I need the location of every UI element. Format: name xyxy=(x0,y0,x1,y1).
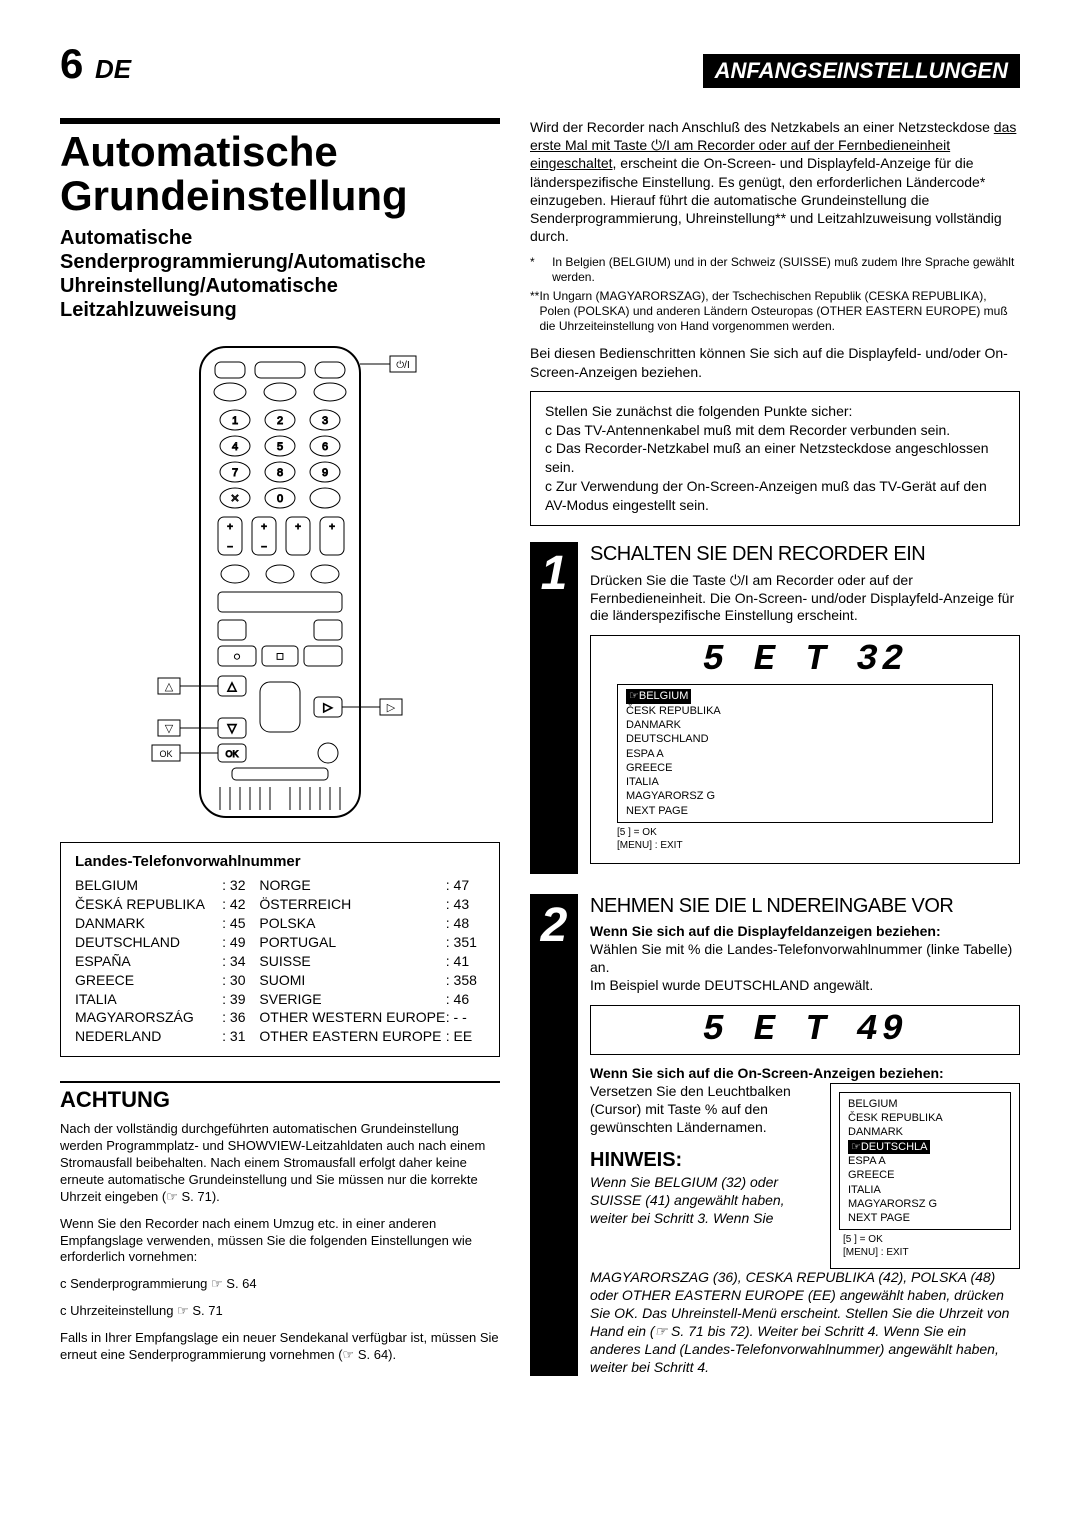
subtitle: Automatische Senderprogrammierung/Automa… xyxy=(60,226,500,322)
achtung-body: Nach der vollständig durchgeführten auto… xyxy=(60,1121,500,1364)
country-code-table: Landes-Telefonvorwahlnummer BELGIUM: 32N… xyxy=(60,842,500,1057)
country-row: BELGIUM: 32NORGE: 47 xyxy=(75,876,485,895)
svg-text:⏻/I: ⏻/I xyxy=(396,360,409,371)
svg-text:1: 1 xyxy=(232,415,238,427)
svg-text:0: 0 xyxy=(277,493,283,505)
country-row: DEUTSCHLAND: 49PORTUGAL: 351 xyxy=(75,933,485,952)
svg-text:−: − xyxy=(261,542,267,553)
step-1: 1 SCHALTEN SIE DEN RECORDER EIN Drücken … xyxy=(530,542,1020,874)
svg-text:7: 7 xyxy=(232,467,238,479)
step-2: 2 NEHMEN SIE DIE L NDEREINGABE VOR Wenn … xyxy=(530,894,1020,1377)
svg-text:●: ● xyxy=(233,649,240,663)
hinweis-heading: HINWEIS: xyxy=(590,1148,820,1174)
svg-text:✕: ✕ xyxy=(230,493,239,505)
svg-text:+: + xyxy=(227,522,233,533)
svg-text:△: △ xyxy=(165,681,174,693)
svg-text:▽: ▽ xyxy=(227,721,237,735)
remote-control-diagram: 1 2 3 4 5 6 7 8 9 ✕ 0 + − + xyxy=(140,342,420,822)
left-column: Automatische Grundeinstellung Automatisc… xyxy=(60,118,500,1396)
svg-text:−: − xyxy=(227,542,233,553)
svg-text:4: 4 xyxy=(232,441,238,453)
step-1-display: 5 E T 32 ☞BELGIUMČESK REPUBLIKADANMARKDE… xyxy=(590,635,1020,863)
footnote-2: **In Ungarn (MAGYARORSZAG), der Tschechi… xyxy=(530,289,1020,334)
svg-text:+: + xyxy=(329,522,335,533)
svg-text:■: ■ xyxy=(276,649,283,663)
country-row: MAGYARORSZÁG: 36OTHER WESTERN EUROPE: - … xyxy=(75,1008,485,1027)
svg-text:+: + xyxy=(261,522,267,533)
section-title: ANFANGSEINSTELLUNGEN xyxy=(703,54,1020,88)
country-row: NEDERLAND: 31OTHER EASTERN EUROPE: EE xyxy=(75,1027,485,1046)
svg-text:2: 2 xyxy=(277,415,283,427)
step-2-number: 2 xyxy=(530,894,578,1377)
svg-text:9: 9 xyxy=(322,467,328,479)
step-2-title: NEHMEN SIE DIE L NDEREINGABE VOR xyxy=(590,894,1020,920)
step-2-final-note: MAGYARORSZAG (36), CESKA REPUBLIKA (42),… xyxy=(590,1269,1020,1376)
checklist-box: Stellen Sie zunächst die folgenden Punkt… xyxy=(530,391,1020,526)
svg-text:△: △ xyxy=(227,679,237,693)
step-2-display-1: 5 E T 49 xyxy=(590,1005,1020,1055)
svg-text:OK: OK xyxy=(225,749,238,759)
step-2-menu: BELGIUMČESK REPUBLIKADANMARK☞DEUTSCHLAES… xyxy=(830,1083,1020,1269)
right-column: Wird der Recorder nach Anschluß des Netz… xyxy=(530,118,1020,1396)
footnote-1: *In Belgien (BELGIUM) und in der Schweiz… xyxy=(530,255,1020,285)
country-row: ČESKÁ REPUBLIKA: 42ÖSTERREICH: 43 xyxy=(75,895,485,914)
svg-text:OK: OK xyxy=(159,749,172,759)
svg-text:3: 3 xyxy=(322,415,328,427)
step-1-title: SCHALTEN SIE DEN RECORDER EIN xyxy=(590,542,1020,568)
country-row: GREECE: 30SUOMI: 358 xyxy=(75,971,485,990)
achtung-heading: ACHTUNG xyxy=(60,1081,500,1113)
country-row: ESPAÑA: 34SUISSE: 41 xyxy=(75,952,485,971)
intro-paragraph: Wird der Recorder nach Anschluß des Netz… xyxy=(530,118,1020,245)
svg-text:6: 6 xyxy=(322,441,328,453)
svg-text:5: 5 xyxy=(277,441,283,453)
svg-text:▷: ▷ xyxy=(323,700,333,714)
country-row: ITALIA: 39SVERIGE: 46 xyxy=(75,990,485,1009)
pre-step-text: Bei diesen Bedienschritten können Sie si… xyxy=(530,344,1020,380)
svg-text:▽: ▽ xyxy=(165,723,174,735)
main-title: Automatische Grundeinstellung xyxy=(60,118,500,218)
step-1-number: 1 xyxy=(530,542,578,874)
page-header: 6 DE ANFANGSEINSTELLUNGEN xyxy=(60,40,1020,88)
svg-text:▷: ▷ xyxy=(387,702,396,714)
svg-text:+: + xyxy=(295,522,301,533)
page-number: 6 DE xyxy=(60,40,131,88)
svg-text:8: 8 xyxy=(277,467,283,479)
country-table-title: Landes-Telefonvorwahlnummer xyxy=(75,853,485,870)
country-row: DANMARK: 45POLSKA: 48 xyxy=(75,914,485,933)
